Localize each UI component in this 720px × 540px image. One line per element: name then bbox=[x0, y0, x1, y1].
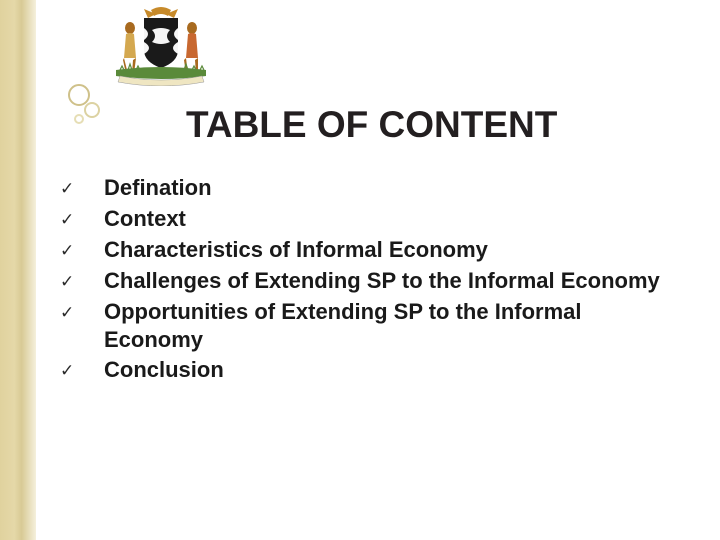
toc-item-text: Opportunities of Extending SP to the Inf… bbox=[104, 298, 670, 354]
toc-list: ✓ Defination ✓ Context ✓ Characteristics… bbox=[60, 174, 670, 387]
toc-item: ✓ Defination bbox=[60, 174, 670, 203]
toc-item: ✓ Characteristics of Informal Economy bbox=[60, 236, 670, 265]
toc-item: ✓ Opportunities of Extending SP to the I… bbox=[60, 298, 670, 354]
checkmark-icon: ✓ bbox=[60, 205, 104, 234]
toc-item: ✓ Conclusion bbox=[60, 356, 670, 385]
checkmark-icon: ✓ bbox=[60, 298, 104, 327]
toc-item: ✓ Context bbox=[60, 205, 670, 234]
toc-item-text: Context bbox=[104, 205, 186, 233]
checkmark-icon: ✓ bbox=[60, 267, 104, 296]
checkmark-icon: ✓ bbox=[60, 174, 104, 203]
toc-item: ✓ Challenges of Extending SP to the Info… bbox=[60, 267, 670, 296]
toc-item-text: Characteristics of Informal Economy bbox=[104, 236, 488, 264]
toc-item-text: Defination bbox=[104, 174, 212, 202]
side-strip bbox=[0, 0, 36, 540]
coat-of-arms-emblem bbox=[96, 6, 226, 86]
checkmark-icon: ✓ bbox=[60, 356, 104, 385]
toc-item-text: Conclusion bbox=[104, 356, 224, 384]
checkmark-icon: ✓ bbox=[60, 236, 104, 265]
toc-item-text: Challenges of Extending SP to the Inform… bbox=[104, 267, 660, 295]
slide-title: TABLE OF CONTENT bbox=[186, 104, 557, 146]
